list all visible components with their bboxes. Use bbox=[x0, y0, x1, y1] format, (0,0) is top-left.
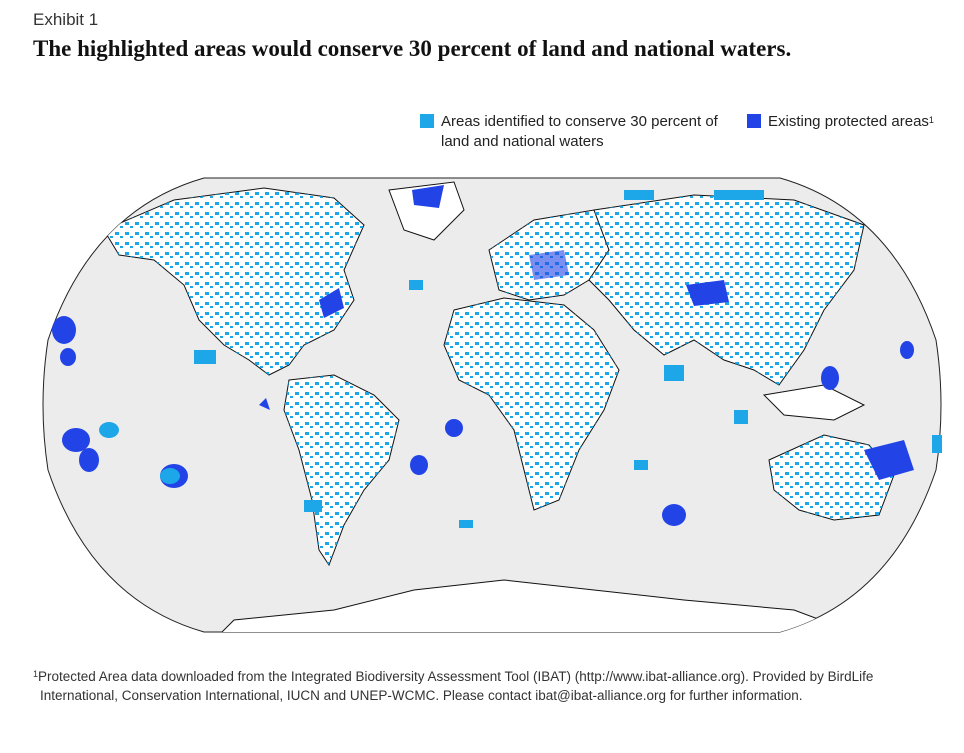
existing-protected-areas bbox=[52, 185, 914, 526]
footnote-line-2: International, Conservation Internationa… bbox=[40, 688, 803, 703]
legend-footnote-marker: 1 bbox=[928, 115, 934, 125]
legend-swatch-dark-blue bbox=[747, 114, 761, 128]
greenland bbox=[388, 181, 465, 241]
legend-label-protected-areas: Existing protected areas bbox=[768, 113, 929, 130]
exhibit-label: Exhibit 1 bbox=[33, 10, 99, 29]
world-map bbox=[42, 177, 942, 633]
footnote-marker: 1 bbox=[33, 669, 39, 679]
footnote: 1Protected Area data downloaded from the… bbox=[33, 667, 943, 705]
legend-label-conserve-areas: Areas identified to conserve 30 percent … bbox=[441, 113, 718, 150]
legend-swatch-light-blue bbox=[420, 114, 434, 128]
conservation-areas bbox=[99, 190, 942, 528]
legend-item-protected-areas: Existing protected areas1 bbox=[747, 112, 934, 132]
page-title: The highlighted areas would conserve 30 … bbox=[33, 36, 792, 61]
legend-item-conserve-areas: Areas identified to conserve 30 percent … bbox=[420, 112, 730, 152]
footnote-line-1: Protected Area data downloaded from the … bbox=[38, 669, 874, 684]
southeast-asia-islands bbox=[762, 384, 866, 421]
